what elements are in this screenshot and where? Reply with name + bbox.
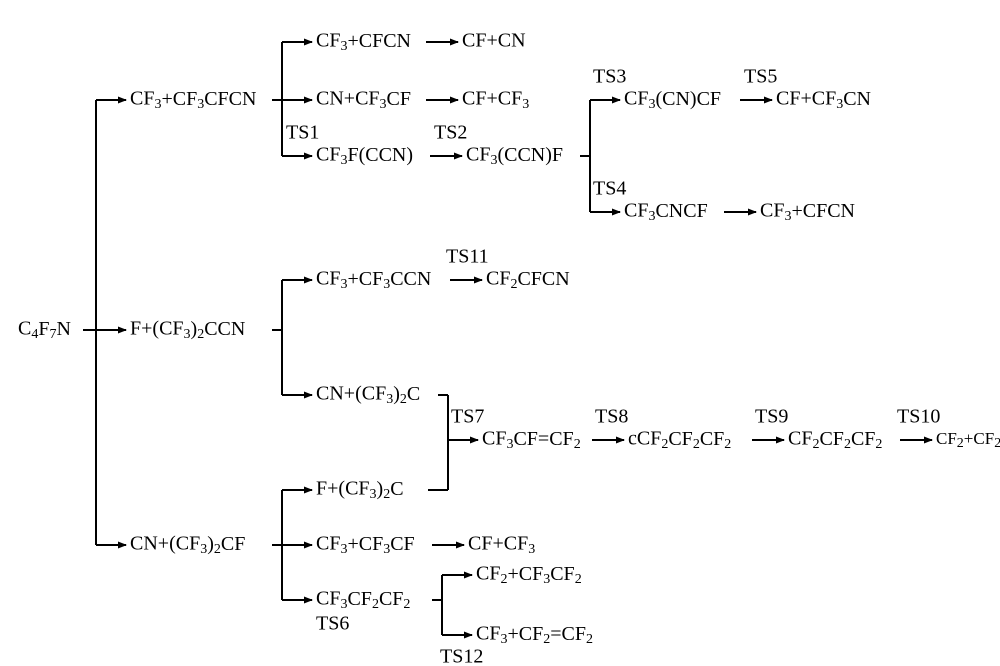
b3-split1: CF2+CF3CF2 [476, 563, 582, 588]
ts9-label: TS9 [755, 406, 788, 428]
b1c2-rhs: CF+CF3 [462, 88, 529, 113]
ts7-label: TS7 [451, 406, 484, 428]
branch3-primary: CN+(CF3)2CF [130, 533, 245, 558]
ts1-label: TS1 [286, 122, 319, 144]
ts8-label: TS8 [595, 406, 628, 428]
ts10-label: TS10 [897, 406, 940, 428]
chain-n1: CF3CF=CF2 [482, 428, 581, 453]
ts12-label: TS12 [440, 646, 483, 666]
b1c2-lhs: CN+CF3CF [316, 88, 411, 113]
b1c3-n2: CF3(CCN)F [466, 144, 563, 169]
b2c2-lhs: CN+(CF3)2C [316, 383, 420, 408]
b3c2-rhs: CF+CF3 [468, 533, 535, 558]
svg-text:C4F7N: C4F7N [18, 318, 71, 343]
b2c1-rhs: CF2CFCN [486, 268, 570, 293]
b3-split2: CF3+CF2=CF2 [476, 623, 593, 648]
b3c2-lhs: CF3+CF3CF [316, 533, 415, 558]
ts6-label: TS6 [316, 613, 349, 635]
chain-n2: cCF2CF2CF2 [628, 428, 731, 453]
ts2-label: TS2 [434, 122, 467, 144]
chain-n3: CF2CF2CF2 [788, 428, 882, 453]
root-label: C4F7N [18, 318, 71, 343]
ts11-label: TS11 [446, 246, 489, 268]
svg-text:CF3+CF3CFCN: CF3+CF3CFCN [130, 88, 256, 113]
b1c1-rhs: CF+CN [462, 30, 526, 52]
b1-split2-n2: CF3+CFCN [760, 200, 855, 225]
ts5-label: TS5 [744, 66, 777, 88]
branch1-primary: CF3+CF3CFCN [130, 88, 256, 113]
b1-split1-n2: CF+CF3CN [776, 88, 871, 113]
b1c1-lhs: CF3+CFCN [316, 30, 411, 55]
b1-split2-n: CF3CNCF [624, 200, 708, 225]
b2c1-lhs: CF3+CF3CCN [316, 268, 431, 293]
svg-text:F+(CF3)2CCN: F+(CF3)2CCN [130, 318, 245, 343]
chain-n4: CF2+CF2=CF2 [936, 429, 1000, 451]
b1c3-n1: CF3F(CCN) [316, 144, 413, 169]
b1-split1-n: CF3(CN)CF [624, 88, 721, 113]
branch2-primary: F+(CF3)2CCN [130, 318, 245, 343]
svg-text:CN+(CF3)2CF: CN+(CF3)2CF [130, 533, 245, 558]
ts4-label: TS4 [593, 178, 626, 200]
b3c1: F+(CF3)2C [316, 478, 404, 503]
b3c3-n: CF3CF2CF2 [316, 588, 410, 613]
ts3-label: TS3 [593, 66, 626, 88]
